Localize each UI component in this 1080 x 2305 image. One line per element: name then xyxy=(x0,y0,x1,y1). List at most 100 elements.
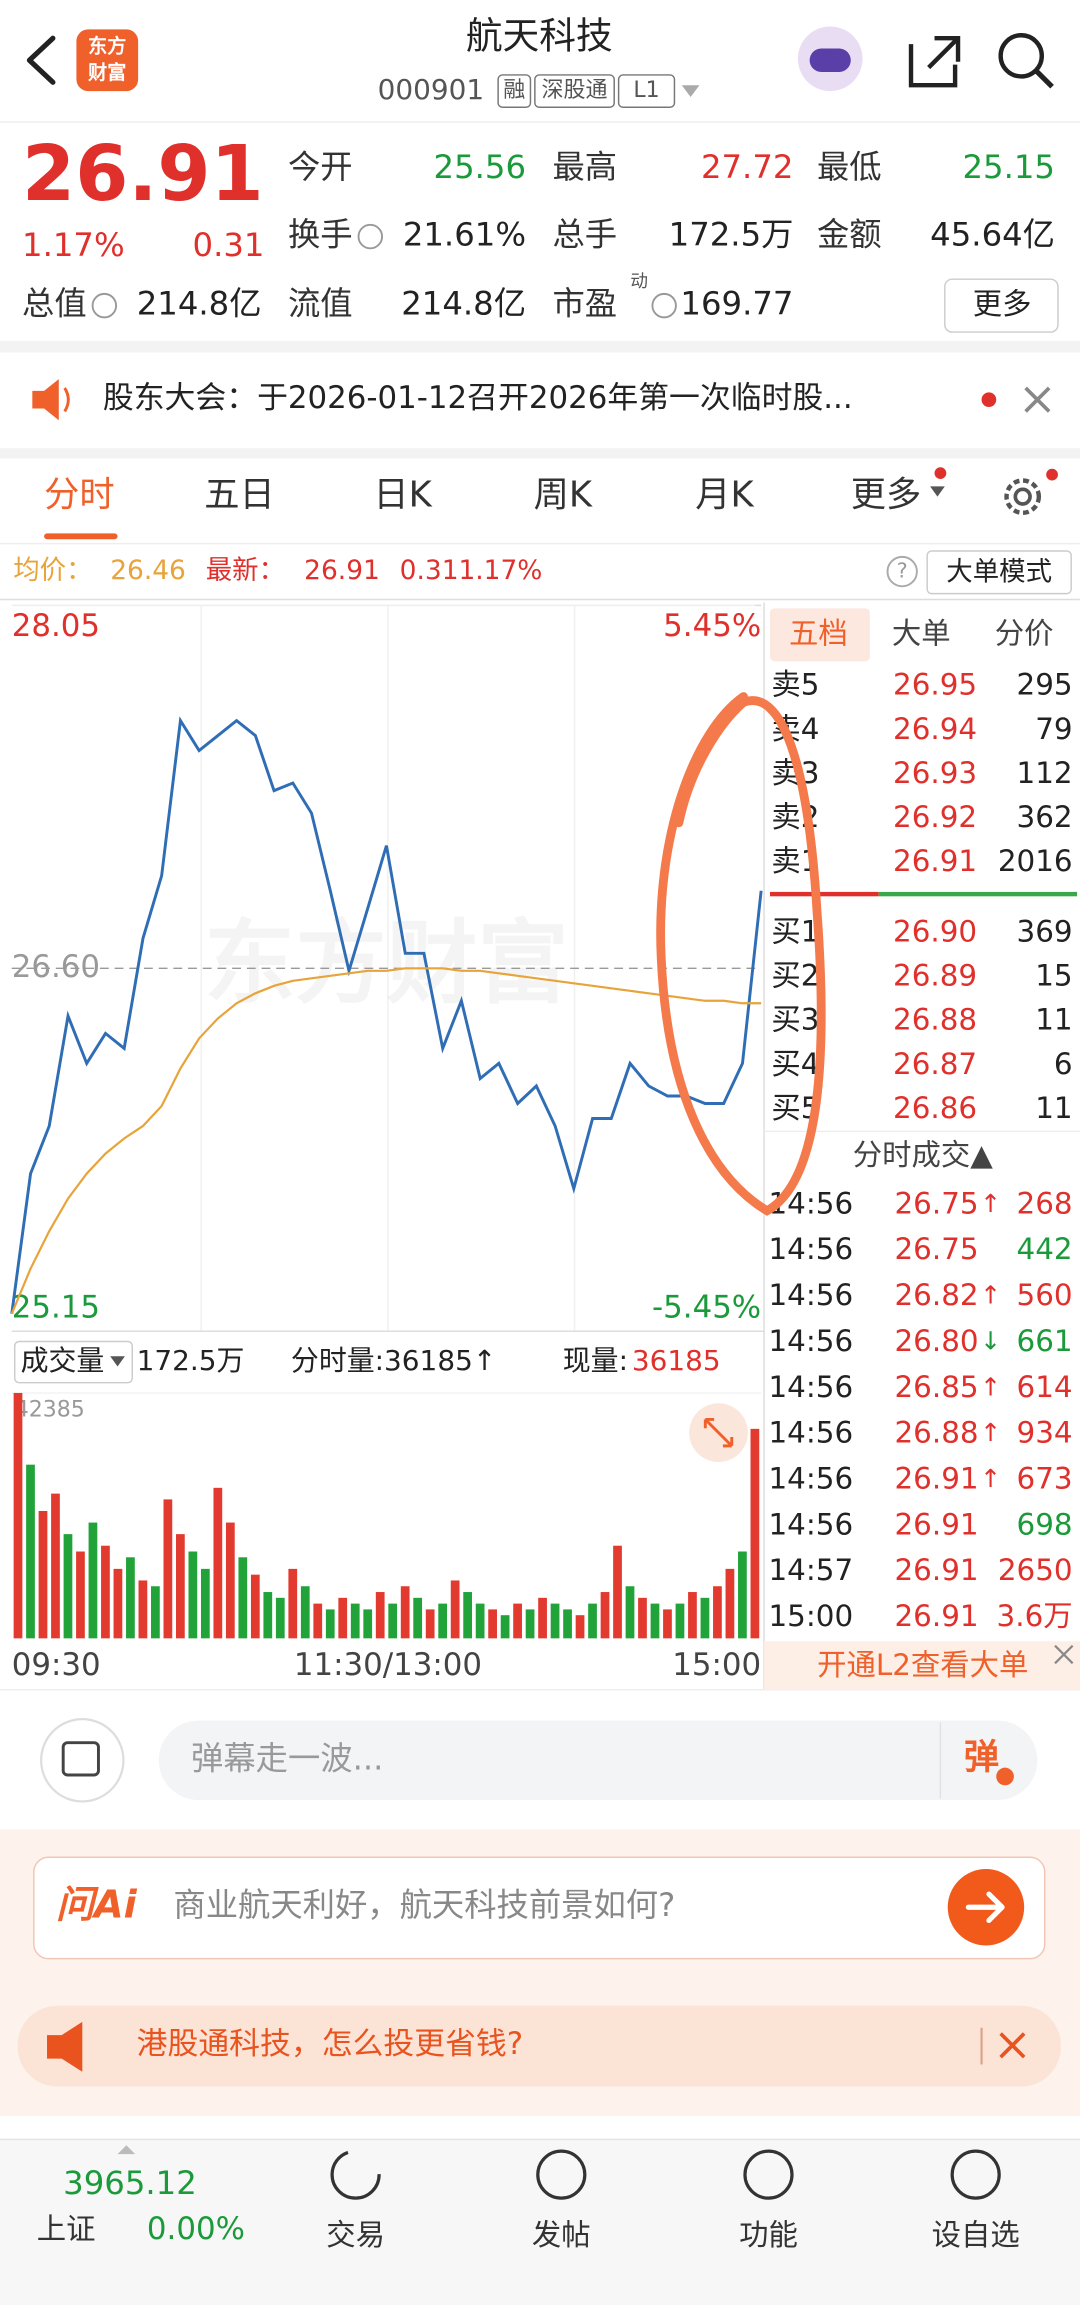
order-tab[interactable]: 分价 xyxy=(995,616,1054,650)
mode-text: 大单模式 xyxy=(946,557,1052,588)
logo-text: 东方 xyxy=(88,35,126,58)
order-volume: 112 xyxy=(1017,756,1073,790)
l2-banner[interactable] xyxy=(764,1641,1080,1690)
change: 0.31 xyxy=(193,226,265,264)
promo-banner[interactable] xyxy=(17,2005,1061,2087)
trade-price: 26.85 xyxy=(894,1370,978,1404)
l2-close[interactable] xyxy=(1054,1644,1074,1665)
nav-label[interactable]: 功能 xyxy=(739,2218,798,2252)
order-label: 买3 xyxy=(771,1003,819,1037)
last-value: 26.91 xyxy=(304,555,380,586)
order-label: 买1 xyxy=(771,915,819,949)
settings-icon[interactable] xyxy=(1004,478,1042,516)
search-icon xyxy=(1034,68,1054,89)
order-volume: 6 xyxy=(1054,1047,1073,1081)
order-volume: 79 xyxy=(1035,712,1072,746)
barrage-icon xyxy=(61,1741,100,1777)
trade-arrow: ↑ xyxy=(980,1418,1001,1447)
unread-dot xyxy=(981,392,997,408)
volume-bar xyxy=(200,1568,210,1639)
trade-volume: 934 xyxy=(1017,1416,1073,1450)
app-logo xyxy=(76,29,139,92)
field-label: 最高 xyxy=(552,148,617,186)
nav-icon[interactable] xyxy=(950,2149,1001,2200)
order-tab[interactable]: 五档 xyxy=(789,616,848,650)
ai-logo: 问Ai xyxy=(56,1884,138,1928)
back-button[interactable] xyxy=(26,35,56,85)
field-sup: 动 xyxy=(630,271,648,292)
assistant-face xyxy=(809,48,851,72)
nav-label[interactable]: 发帖 xyxy=(532,2218,591,2252)
volume-bar xyxy=(475,1603,485,1639)
order-price: 26.94 xyxy=(893,712,977,746)
close-icon[interactable] xyxy=(1024,386,1051,413)
trade-time: 14:56 xyxy=(768,1370,853,1404)
volume-bar xyxy=(300,1586,310,1639)
nav-icon[interactable] xyxy=(743,2149,794,2200)
change-pct: 1.17% xyxy=(22,226,125,264)
field-value: 25.56 xyxy=(434,148,527,186)
field-value: 172.5万 xyxy=(669,216,794,254)
nav-icon[interactable] xyxy=(330,2149,381,2200)
index-change: 0.00% xyxy=(147,2211,245,2247)
order-price: 26.90 xyxy=(893,915,977,949)
chart-tab[interactable]: 五日 xyxy=(204,475,275,516)
more-button[interactable] xyxy=(944,278,1059,333)
nav-label[interactable]: 交易 xyxy=(326,2218,385,2252)
barrage-settings[interactable] xyxy=(40,1718,125,1803)
volume-bar xyxy=(350,1603,360,1639)
search-icon[interactable] xyxy=(998,33,1044,79)
volume-bar xyxy=(13,1392,23,1639)
field-value: 45.64亿 xyxy=(930,216,1055,254)
order-volume: 15 xyxy=(1035,959,1072,993)
volume-selector[interactable] xyxy=(13,1340,133,1384)
trade-volume: 442 xyxy=(1017,1232,1073,1266)
volume-bar xyxy=(126,1557,135,1639)
promo-close[interactable] xyxy=(999,2032,1026,2059)
order-tab[interactable]: 大单 xyxy=(892,616,951,650)
volume-bar xyxy=(26,1464,35,1639)
promo-text: 港股通科技，怎么投更省钱? xyxy=(137,2026,524,2062)
hand-drawn-circle xyxy=(656,692,826,1216)
chart-tab[interactable]: 分时 xyxy=(44,475,115,516)
nav-icon[interactable] xyxy=(536,2149,587,2200)
volume-bar xyxy=(338,1597,348,1639)
trade-price: 26.88 xyxy=(894,1416,978,1450)
volume-bar xyxy=(713,1586,722,1639)
chart-tab[interactable]: 月K xyxy=(695,475,754,516)
comment-input[interactable] xyxy=(158,1720,1038,1800)
y-tick-label: 25.15 xyxy=(12,1290,100,1326)
chart-tab[interactable]: 日K xyxy=(373,475,432,516)
promo-icon xyxy=(47,2021,83,2072)
trade-time: 14:57 xyxy=(768,1553,853,1587)
volume-bar xyxy=(600,1592,610,1639)
x-tick-label: 15:00 xyxy=(672,1647,761,1683)
last-label: 最新： xyxy=(206,555,285,586)
info-icon xyxy=(651,292,677,319)
trade-price: 26.91 xyxy=(894,1599,978,1633)
barrage-button[interactable]: 弹 xyxy=(964,1737,999,1778)
index-value: 3965.12 xyxy=(63,2164,197,2202)
field-value: 169.77 xyxy=(680,285,793,323)
nav-label[interactable]: 设自选 xyxy=(932,2218,1020,2252)
notice-text[interactable]: 股东大会：于2026-01-12召开2026年第一次临时股... xyxy=(103,380,853,416)
avg-price-line xyxy=(10,967,762,1315)
comment-placeholder: 弹幕走一波... xyxy=(191,1739,383,1777)
volume-bar xyxy=(738,1551,747,1639)
expand-icon xyxy=(703,1417,734,1448)
y-tick-label: 42385 xyxy=(15,1398,85,1423)
volume-bar xyxy=(176,1534,185,1639)
volume-bar xyxy=(76,1551,85,1639)
barrage-check xyxy=(996,1767,1014,1786)
volume-bar xyxy=(650,1603,660,1639)
share-icon[interactable] xyxy=(908,35,961,88)
ai-box[interactable] xyxy=(33,1856,1046,1960)
price-line xyxy=(10,716,763,1314)
chart-tab[interactable]: 周K xyxy=(534,475,593,516)
stock-name: 航天科技 xyxy=(466,15,613,58)
field-label: 金额 xyxy=(817,216,882,254)
help-icon[interactable] xyxy=(886,555,918,588)
mode-button[interactable] xyxy=(926,550,1072,595)
chart-tab[interactable]: 更多 xyxy=(851,475,921,516)
